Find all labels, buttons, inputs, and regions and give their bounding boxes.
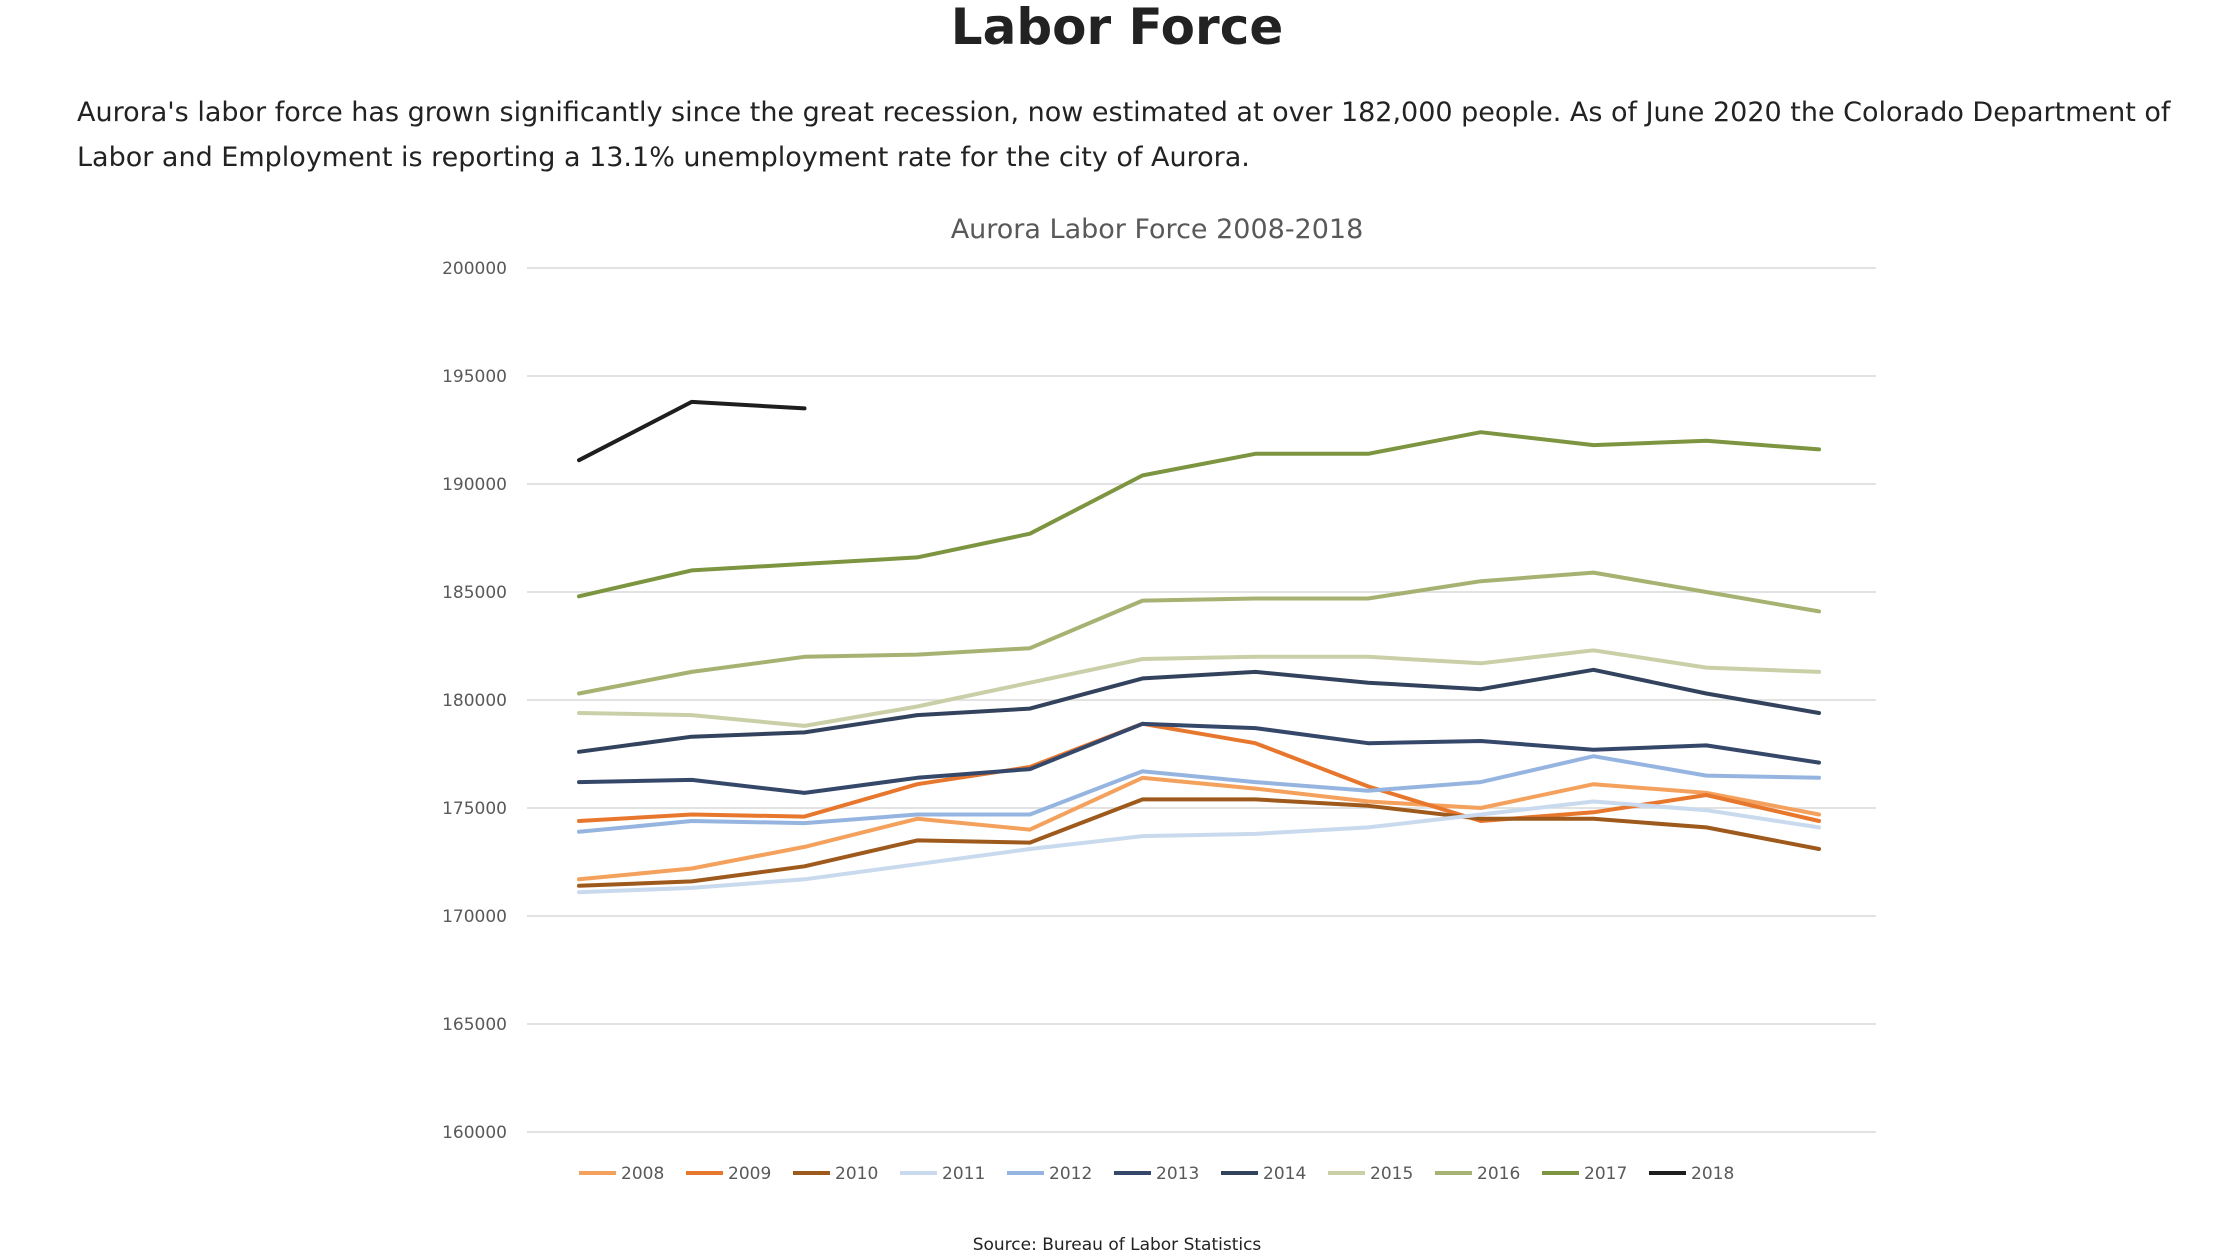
intro-paragraph: Aurora's labor force has grown significa… (77, 97, 2171, 173)
legend-label: 2011 (942, 1164, 985, 1184)
y-tick-label: 175000 (442, 799, 507, 819)
y-tick-label: 195000 (442, 367, 507, 387)
legend-item-2013[interactable]: 2013 (1114, 1164, 1199, 1184)
legend-item-2010[interactable]: 2010 (793, 1164, 878, 1184)
y-tick-label: 165000 (442, 1015, 507, 1035)
y-tick-label: 180000 (442, 691, 507, 711)
legend-label: 2013 (1156, 1164, 1199, 1184)
chart-legend[interactable]: 2008 2009 2010 2011 2012 2013 2014 2015 2016 2017… (579, 1164, 1734, 1184)
legend-label: 2018 (1691, 1164, 1734, 1184)
y-tick-label: 160000 (442, 1123, 507, 1143)
legend-item-2009[interactable]: 2009 (686, 1164, 771, 1184)
legend-label: 2017 (1584, 1164, 1627, 1184)
y-tick-label: 190000 (442, 475, 507, 495)
legend-item-2012[interactable]: 2012 (1007, 1164, 1092, 1184)
legend-label: 2016 (1477, 1164, 1520, 1184)
source-note: Source: Bureau of Labor Statistics (972, 1235, 1262, 1255)
chart-series (577, 399, 1821, 895)
legend-item-2015[interactable]: 2015 (1328, 1164, 1413, 1184)
legend-item-2018[interactable]: 2018 (1649, 1164, 1734, 1184)
series-line-2017 (577, 430, 1821, 599)
chart-container: Aurora Labor Force 2008-2018 200000 19500… (0, 200, 2234, 1200)
legend-label: 2014 (1263, 1164, 1306, 1184)
legend-item-2008[interactable]: 2008 (579, 1164, 664, 1184)
legend-item-2011[interactable]: 2011 (900, 1164, 985, 1184)
y-tick-label: 170000 (442, 907, 507, 927)
legend-item-2014[interactable]: 2014 (1221, 1164, 1306, 1184)
series-line-2012 (577, 754, 1821, 834)
series-line-2010 (577, 797, 1821, 888)
legend-label: 2008 (621, 1164, 664, 1184)
y-tick-label: 200000 (442, 259, 507, 279)
chart-gridlines (527, 267, 1876, 1133)
series-line-2015 (577, 648, 1821, 728)
chart-title: Aurora Labor Force 2008-2018 (951, 214, 1364, 245)
legend-item-2016[interactable]: 2016 (1435, 1164, 1520, 1184)
series-line-2016 (577, 570, 1821, 696)
y-tick-label: 185000 (442, 583, 507, 603)
labor-force-line-chart: Aurora Labor Force 2008-2018 200000 19500… (442, 214, 1876, 1184)
page-title: Labor Force (950, 0, 1284, 56)
legend-label: 2012 (1049, 1164, 1092, 1184)
legend-label: 2015 (1370, 1164, 1413, 1184)
y-axis-tick-labels: 200000 195000 190000 185000 180000 175000 1700… (442, 259, 507, 1143)
legend-label: 2009 (728, 1164, 771, 1184)
legend-item-2017[interactable]: 2017 (1542, 1164, 1627, 1184)
legend-label: 2010 (835, 1164, 878, 1184)
series-line-2018 (577, 399, 807, 463)
series-line-2014 (577, 667, 1821, 754)
series-line-2009 (577, 721, 1821, 823)
series-line-2013 (577, 721, 1821, 795)
series-line-2011 (577, 799, 1821, 895)
series-line-2008 (577, 775, 1821, 882)
